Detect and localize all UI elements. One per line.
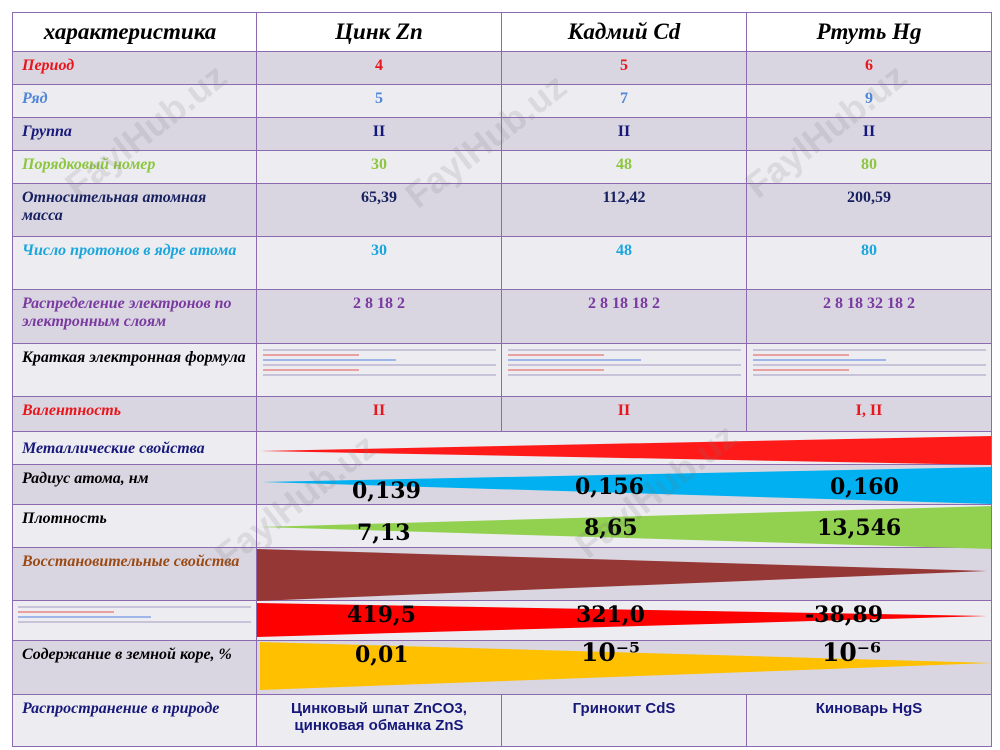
melting-cd-value: 321,0	[576, 602, 645, 628]
header-zinc: Цинк Zn	[257, 12, 502, 52]
atomic-mass-label: Относительная атомная масса	[12, 184, 257, 237]
melting-zn-value: 419,5	[347, 602, 416, 628]
crust-content-label: Содержание в земной коре, %	[12, 641, 257, 695]
density-zn-value: 7,13	[357, 520, 411, 546]
protons-zn: 30	[257, 237, 502, 290]
radius-hg-value: 0,160	[830, 474, 899, 500]
atomic-mass-cd: 112,42	[502, 184, 747, 237]
protons-hg: 80	[747, 237, 992, 290]
reducing-properties-label: Восстановительные свойства	[12, 548, 257, 601]
period-hg: 6	[747, 52, 992, 85]
period-cd: 5	[502, 52, 747, 85]
row-cd: 7	[502, 85, 747, 118]
valence-cd: II	[502, 397, 747, 432]
atomic-number-cd: 48	[502, 151, 747, 184]
electron-distribution-cd: 2 8 18 18 2	[502, 290, 747, 344]
crust-hg-value: 10⁻⁶	[822, 638, 881, 667]
electron-distribution-label: Распределение электронов по электронным …	[12, 290, 257, 344]
atomic-number-hg: 80	[747, 151, 992, 184]
atomic-number-zn: 30	[257, 151, 502, 184]
header-cadmium: Кадмий Cd	[502, 12, 747, 52]
radius-trend-bar	[262, 467, 992, 504]
valence-zn: II	[257, 397, 502, 432]
protons-cd: 48	[502, 237, 747, 290]
period-label: Период	[12, 52, 257, 85]
formula-thumbnail-zn	[259, 346, 500, 395]
row-label: Ряд	[12, 85, 257, 118]
crust-trend-bar	[260, 642, 992, 690]
element-comparison-table: характеристика Цинк Zn Кадмий Cd Ртуть H…	[12, 12, 992, 747]
occurrence-cd: Гринокит CdS	[502, 695, 747, 747]
group-zn: II	[257, 118, 502, 151]
radius-cd-value: 0,156	[575, 474, 644, 500]
protons-label: Число протонов в ядре атома	[12, 237, 257, 290]
crust-zn-value: 0,01	[355, 642, 409, 668]
electron-formula-label: Краткая электронная формула	[12, 344, 257, 397]
reducing-trend-bar	[257, 549, 987, 601]
melting-hg-value: -38,89	[805, 602, 884, 628]
electron-distribution-zn: 2 8 18 2	[257, 290, 502, 344]
metallic-trend-bar	[260, 436, 992, 465]
header-mercury: Ртуть Hg	[747, 12, 992, 52]
valence-label: Валентность	[12, 397, 257, 432]
metallic-properties-label: Металлические свойства	[12, 432, 257, 465]
trend-bars	[257, 436, 992, 690]
valence-hg: I, II	[747, 397, 992, 432]
formula-thumbnail-hg	[749, 346, 990, 395]
occurrence-zn: Цинковый шпат ZnCO3, цинковая обманка Zn…	[257, 695, 502, 747]
electron-distribution-hg: 2 8 18 32 18 2	[747, 290, 992, 344]
crust-cd-value: 10⁻⁵	[581, 638, 640, 667]
density-cd-value: 8,65	[584, 515, 638, 541]
group-label: Группа	[12, 118, 257, 151]
row-hg: 9	[747, 85, 992, 118]
atomic-radius-label: Радиус атома, нм	[12, 465, 257, 505]
atomic-mass-hg: 200,59	[747, 184, 992, 237]
occurrence-label: Распространение в природе	[12, 695, 257, 747]
group-hg: II	[747, 118, 992, 151]
header-characteristic: характеристика	[12, 12, 257, 52]
atomic-number-label: Порядковый номер	[12, 151, 257, 184]
density-hg-value: 13,546	[817, 515, 902, 541]
formula-thumbnail-cd	[504, 346, 745, 395]
row-zn: 5	[257, 85, 502, 118]
radius-zn-value: 0,139	[352, 478, 421, 504]
melting-trend-bar	[257, 603, 987, 637]
period-zn: 4	[257, 52, 502, 85]
group-cd: II	[502, 118, 747, 151]
density-label: Плотность	[12, 505, 257, 548]
atomic-mass-zn: 65,39	[257, 184, 502, 237]
melting-thumbnail	[14, 603, 255, 639]
density-trend-bar	[260, 506, 992, 549]
